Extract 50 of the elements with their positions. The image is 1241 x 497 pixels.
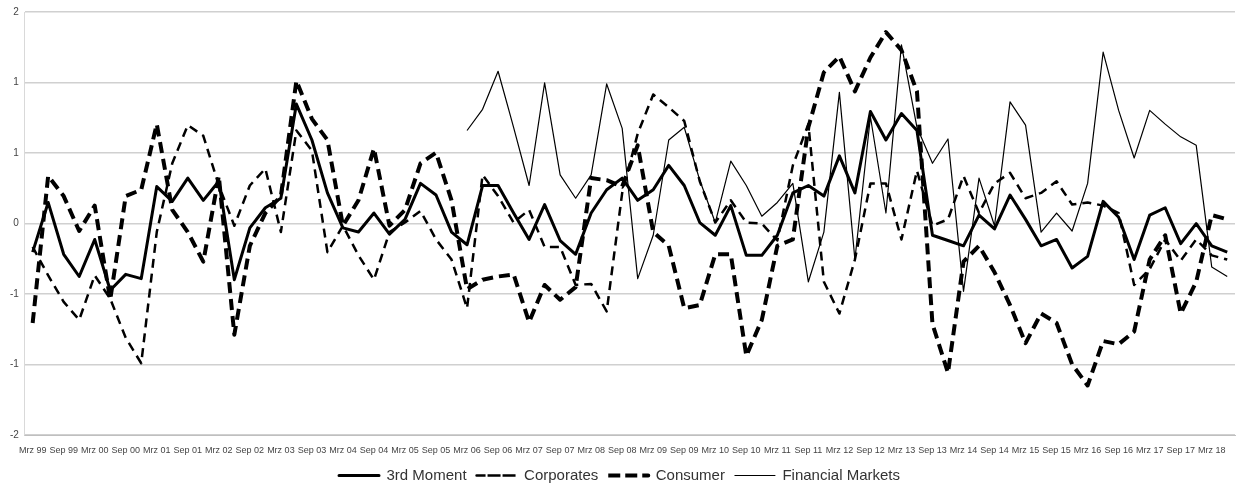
x-tick-label: Sep 14 xyxy=(980,445,1009,456)
legend-label: Financial Markets xyxy=(782,465,900,483)
y-tick-label: 0 xyxy=(13,217,20,229)
x-tick-label: Sep 05 xyxy=(421,445,451,456)
x-tick-label: Mrz 15 xyxy=(1011,445,1040,456)
x-tick-label: Mrz 08 xyxy=(577,445,605,456)
x-tick-label: Mrz 01 xyxy=(143,445,171,456)
x-tick-label: Sep 11 xyxy=(794,445,823,456)
x-tick-label: Sep 09 xyxy=(669,445,699,456)
x-tick-label: Sep 16 xyxy=(1104,445,1133,456)
x-tick-label: Sep 02 xyxy=(235,445,265,456)
x-tick-label: Mrz 02 xyxy=(205,445,233,456)
x-tick-label: Mrz 18 xyxy=(1197,445,1226,456)
legend-label: Consumer xyxy=(655,465,725,483)
x-tick-label: Mrz 16 xyxy=(1073,445,1102,456)
x-tick-label: Mrz 12 xyxy=(825,445,854,456)
x-tick-label: Sep 07 xyxy=(545,445,575,456)
x-tick-label: Mrz 03 xyxy=(267,445,295,456)
x-tick-label: Mrz 04 xyxy=(329,445,357,456)
y-tick-label: -1 xyxy=(9,358,20,370)
x-tick-label: Mrz 06 xyxy=(453,445,481,456)
x-tick-label: Mrz 10 xyxy=(701,445,730,456)
y-tick-label: -2 xyxy=(9,428,20,440)
x-tick-label: Sep 03 xyxy=(297,445,327,456)
x-tick-label: Mrz 00 xyxy=(80,445,109,456)
x-tick-label: Sep 17 xyxy=(1166,445,1195,456)
x-tick-label: Sep 12 xyxy=(856,445,885,456)
x-tick-label: Mrz 99 xyxy=(18,445,47,456)
x-tick-label: Sep 99 xyxy=(49,445,78,456)
x-tick-label: Sep 10 xyxy=(732,445,761,456)
y-tick-label: 1 xyxy=(13,146,20,158)
x-tick-label: Sep 15 xyxy=(1042,445,1071,456)
x-tick-label: Mrz 09 xyxy=(639,445,667,456)
x-tick-label: Sep 06 xyxy=(483,445,513,456)
x-tick-label: Sep 01 xyxy=(173,445,203,456)
x-tick-label: Mrz 17 xyxy=(1135,445,1164,456)
legend-label: Corporates xyxy=(524,465,599,483)
y-tick-label: 2 xyxy=(13,5,20,17)
legend-label: 3rd Moment xyxy=(386,465,468,483)
x-tick-label: Mrz 14 xyxy=(949,445,978,456)
x-tick-label: Sep 08 xyxy=(607,445,637,456)
x-tick-label: Mrz 07 xyxy=(515,445,543,456)
y-tick-label: 1 xyxy=(13,76,20,88)
x-tick-label: Mrz 05 xyxy=(391,445,419,456)
x-tick-label: Sep 13 xyxy=(918,445,947,456)
x-tick-label: Mrz 11 xyxy=(763,445,791,456)
x-tick-label: Sep 00 xyxy=(111,445,140,456)
y-tick-label: -1 xyxy=(9,287,20,299)
x-tick-label: Mrz 13 xyxy=(887,445,916,456)
x-tick-label: Sep 04 xyxy=(359,445,389,456)
